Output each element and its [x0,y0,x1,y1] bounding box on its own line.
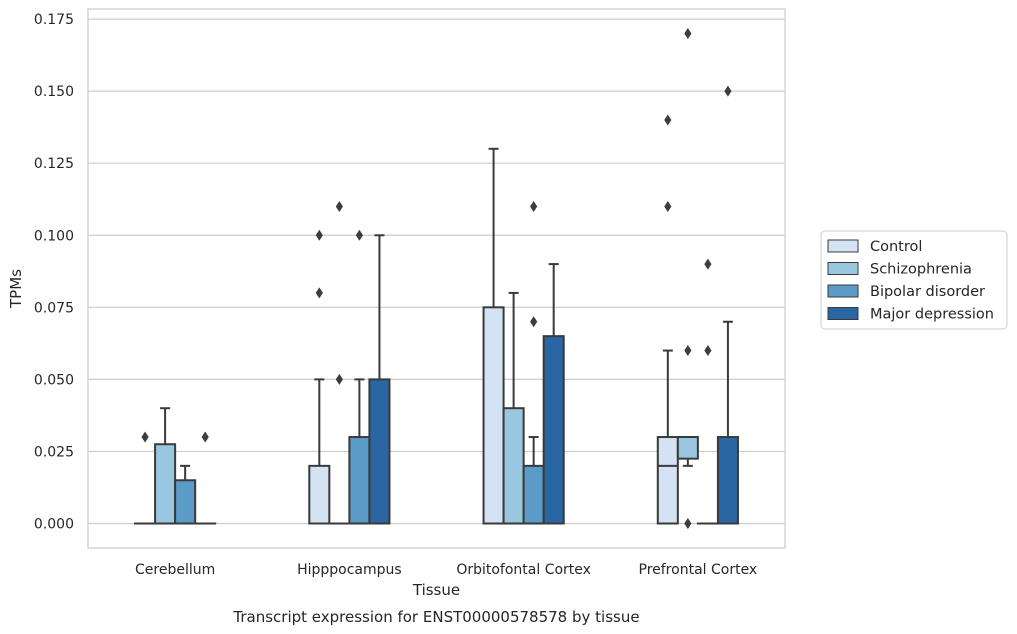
y-tick-label: 0.150 [34,84,74,100]
outlier-point [530,200,538,212]
y-tick-label: 0.025 [34,444,74,460]
legend-label: Schizophrenia [870,262,972,278]
y-axis-title: TPMs [7,269,25,309]
box-body [656,436,679,525]
box-body [482,306,505,525]
plot-frame [87,8,786,549]
legend-frame [820,230,1008,330]
x-tick-labels: Cerebellum Hipppocampus Orbitofontal Corte… [135,562,757,578]
legend-swatch [827,262,859,275]
box-body [308,464,331,525]
outlier-point [315,287,323,299]
outlier-point [335,373,343,385]
legend: Control Schizophrenia Bipolar disorder Majo… [820,230,1008,330]
box-layer [134,28,739,529]
box-schizophrenia [328,200,351,525]
legend-swatch [827,239,859,253]
box-major-depression [542,263,565,525]
box-bipolar-disorder [348,229,371,525]
box-body [716,436,739,525]
outlier-point [724,85,732,97]
outlier-point [664,114,672,126]
y-gridlines [88,18,785,525]
outlier-point [704,258,712,270]
chart-caption: Transcript expression for ENST0000057857… [232,608,639,626]
box-major-depression [368,234,391,525]
y-tick-label: 0.100 [34,228,74,244]
y-tick-labels: 0.000 0.025 0.050 0.075 0.100 0.125 0.150 0.175 [34,12,74,532]
box-major-depression [716,85,739,525]
box-schizophrenia [502,291,525,525]
outlier-point [315,229,323,241]
outlier-point [335,200,343,212]
box-body [502,407,525,525]
box-body [348,436,371,525]
outlier-point [141,431,149,443]
x-tick-label: Hipppocampus [297,562,402,578]
outlier-point [684,518,692,529]
legend-swatch [827,284,859,298]
y-tick-label: 0.050 [34,372,74,388]
legend-label: Major depression [870,307,994,323]
outlier-point [704,345,712,357]
legend-label: Bipolar disorder [870,284,985,300]
box-control [482,147,505,525]
box-body [542,335,565,525]
y-tick-label: 0.175 [34,12,74,28]
box-schizophrenia [154,407,177,525]
box-major-depression [194,431,217,525]
outlier-point [530,316,538,328]
y-tick-label: 0.000 [34,517,74,533]
outlier-point [684,345,692,357]
box-bipolar-disorder [174,464,197,525]
x-tick-label: Prefrontal Cortex [639,562,758,578]
box-bipolar-disorder [522,200,545,525]
box-control [308,229,331,525]
legend-label: Control [870,239,922,255]
box-body [174,479,197,525]
outlier-point [355,229,363,241]
box-body [522,464,545,525]
box-control [656,114,679,525]
outlier-point [201,431,209,443]
y-tick-label: 0.125 [34,156,74,172]
outlier-point [664,200,672,212]
y-tick-label: 0.075 [34,300,74,316]
legend-swatch [827,307,859,320]
x-tick-label: Cerebellum [135,562,215,578]
box-body [676,436,699,460]
box-schizophrenia [676,28,699,529]
outlier-point [684,28,692,39]
x-tick-label: Orbitofontal Cortex [456,562,591,578]
box-control [134,431,157,525]
box-body [368,378,391,525]
x-axis-title: Tissue [412,581,460,599]
box-body [154,443,177,525]
box-bipolar-disorder [696,258,719,525]
